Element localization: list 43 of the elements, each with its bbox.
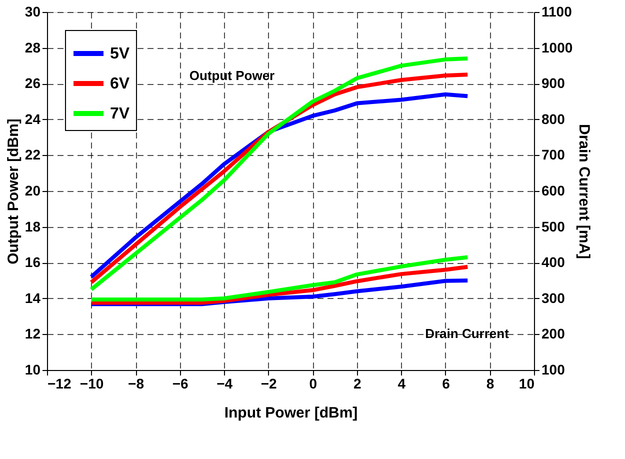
x-tick-label: 4 (398, 376, 406, 392)
y-tick-label: 14 (24, 290, 41, 306)
legend-label: 5V (110, 46, 130, 62)
y-axis-title: Output Power [dBm] (4, 118, 22, 264)
annotation: Output Power (189, 68, 275, 83)
x-tick-label: −2 (260, 376, 278, 392)
x-tick-label: 10 (518, 376, 535, 392)
y2-axis-title: Drain Current [mA] (576, 124, 593, 260)
x-tick-label: −6 (172, 376, 189, 392)
line-series (89, 264, 470, 305)
y2-tick-label: 800 (542, 110, 566, 127)
y-tick-label: 30 (24, 4, 41, 20)
x-tick-label: 2 (354, 376, 362, 392)
y-tick-label: 16 (24, 254, 41, 270)
y-tick-label: 10 (24, 362, 41, 378)
y2-tick-label: 700 (542, 146, 566, 163)
y2-tick-label: 200 (542, 326, 566, 342)
line-series (89, 255, 470, 302)
x-tick-label: −4 (216, 376, 233, 392)
y2-tick-label: 300 (542, 290, 566, 306)
y-tick-label: 28 (24, 39, 41, 56)
x-tick-label: −12 (48, 376, 72, 392)
y2-tick-label: 100 (542, 362, 566, 378)
y2-tick-label: 1000 (542, 39, 573, 56)
y2-tick-label: 1100 (542, 4, 572, 20)
y-tick-label: 12 (24, 326, 41, 342)
x-tick-label: 0 (309, 376, 318, 392)
y-tick-label: 18 (24, 218, 41, 234)
y-tick-label: 20 (24, 182, 41, 198)
y2-tick-label: 500 (542, 218, 566, 234)
x-tick-label: −10 (80, 376, 104, 392)
y2-tick-label: 400 (542, 254, 566, 270)
y2-tick-label: 900 (542, 75, 566, 92)
y-tick-label: 26 (24, 75, 41, 92)
x-tick-label: 8 (486, 376, 494, 392)
y-tick-label: 24 (24, 110, 41, 127)
x-axis-title: Input Power [dBm] (224, 404, 358, 422)
legend-label: 6V (110, 76, 130, 92)
y2-tick-label: 600 (542, 182, 566, 198)
x-tick-label: 6 (442, 376, 450, 392)
x-tick-label: −8 (128, 376, 144, 392)
y-tick-label: 22 (24, 146, 41, 163)
legend-label: 7V (110, 106, 130, 122)
